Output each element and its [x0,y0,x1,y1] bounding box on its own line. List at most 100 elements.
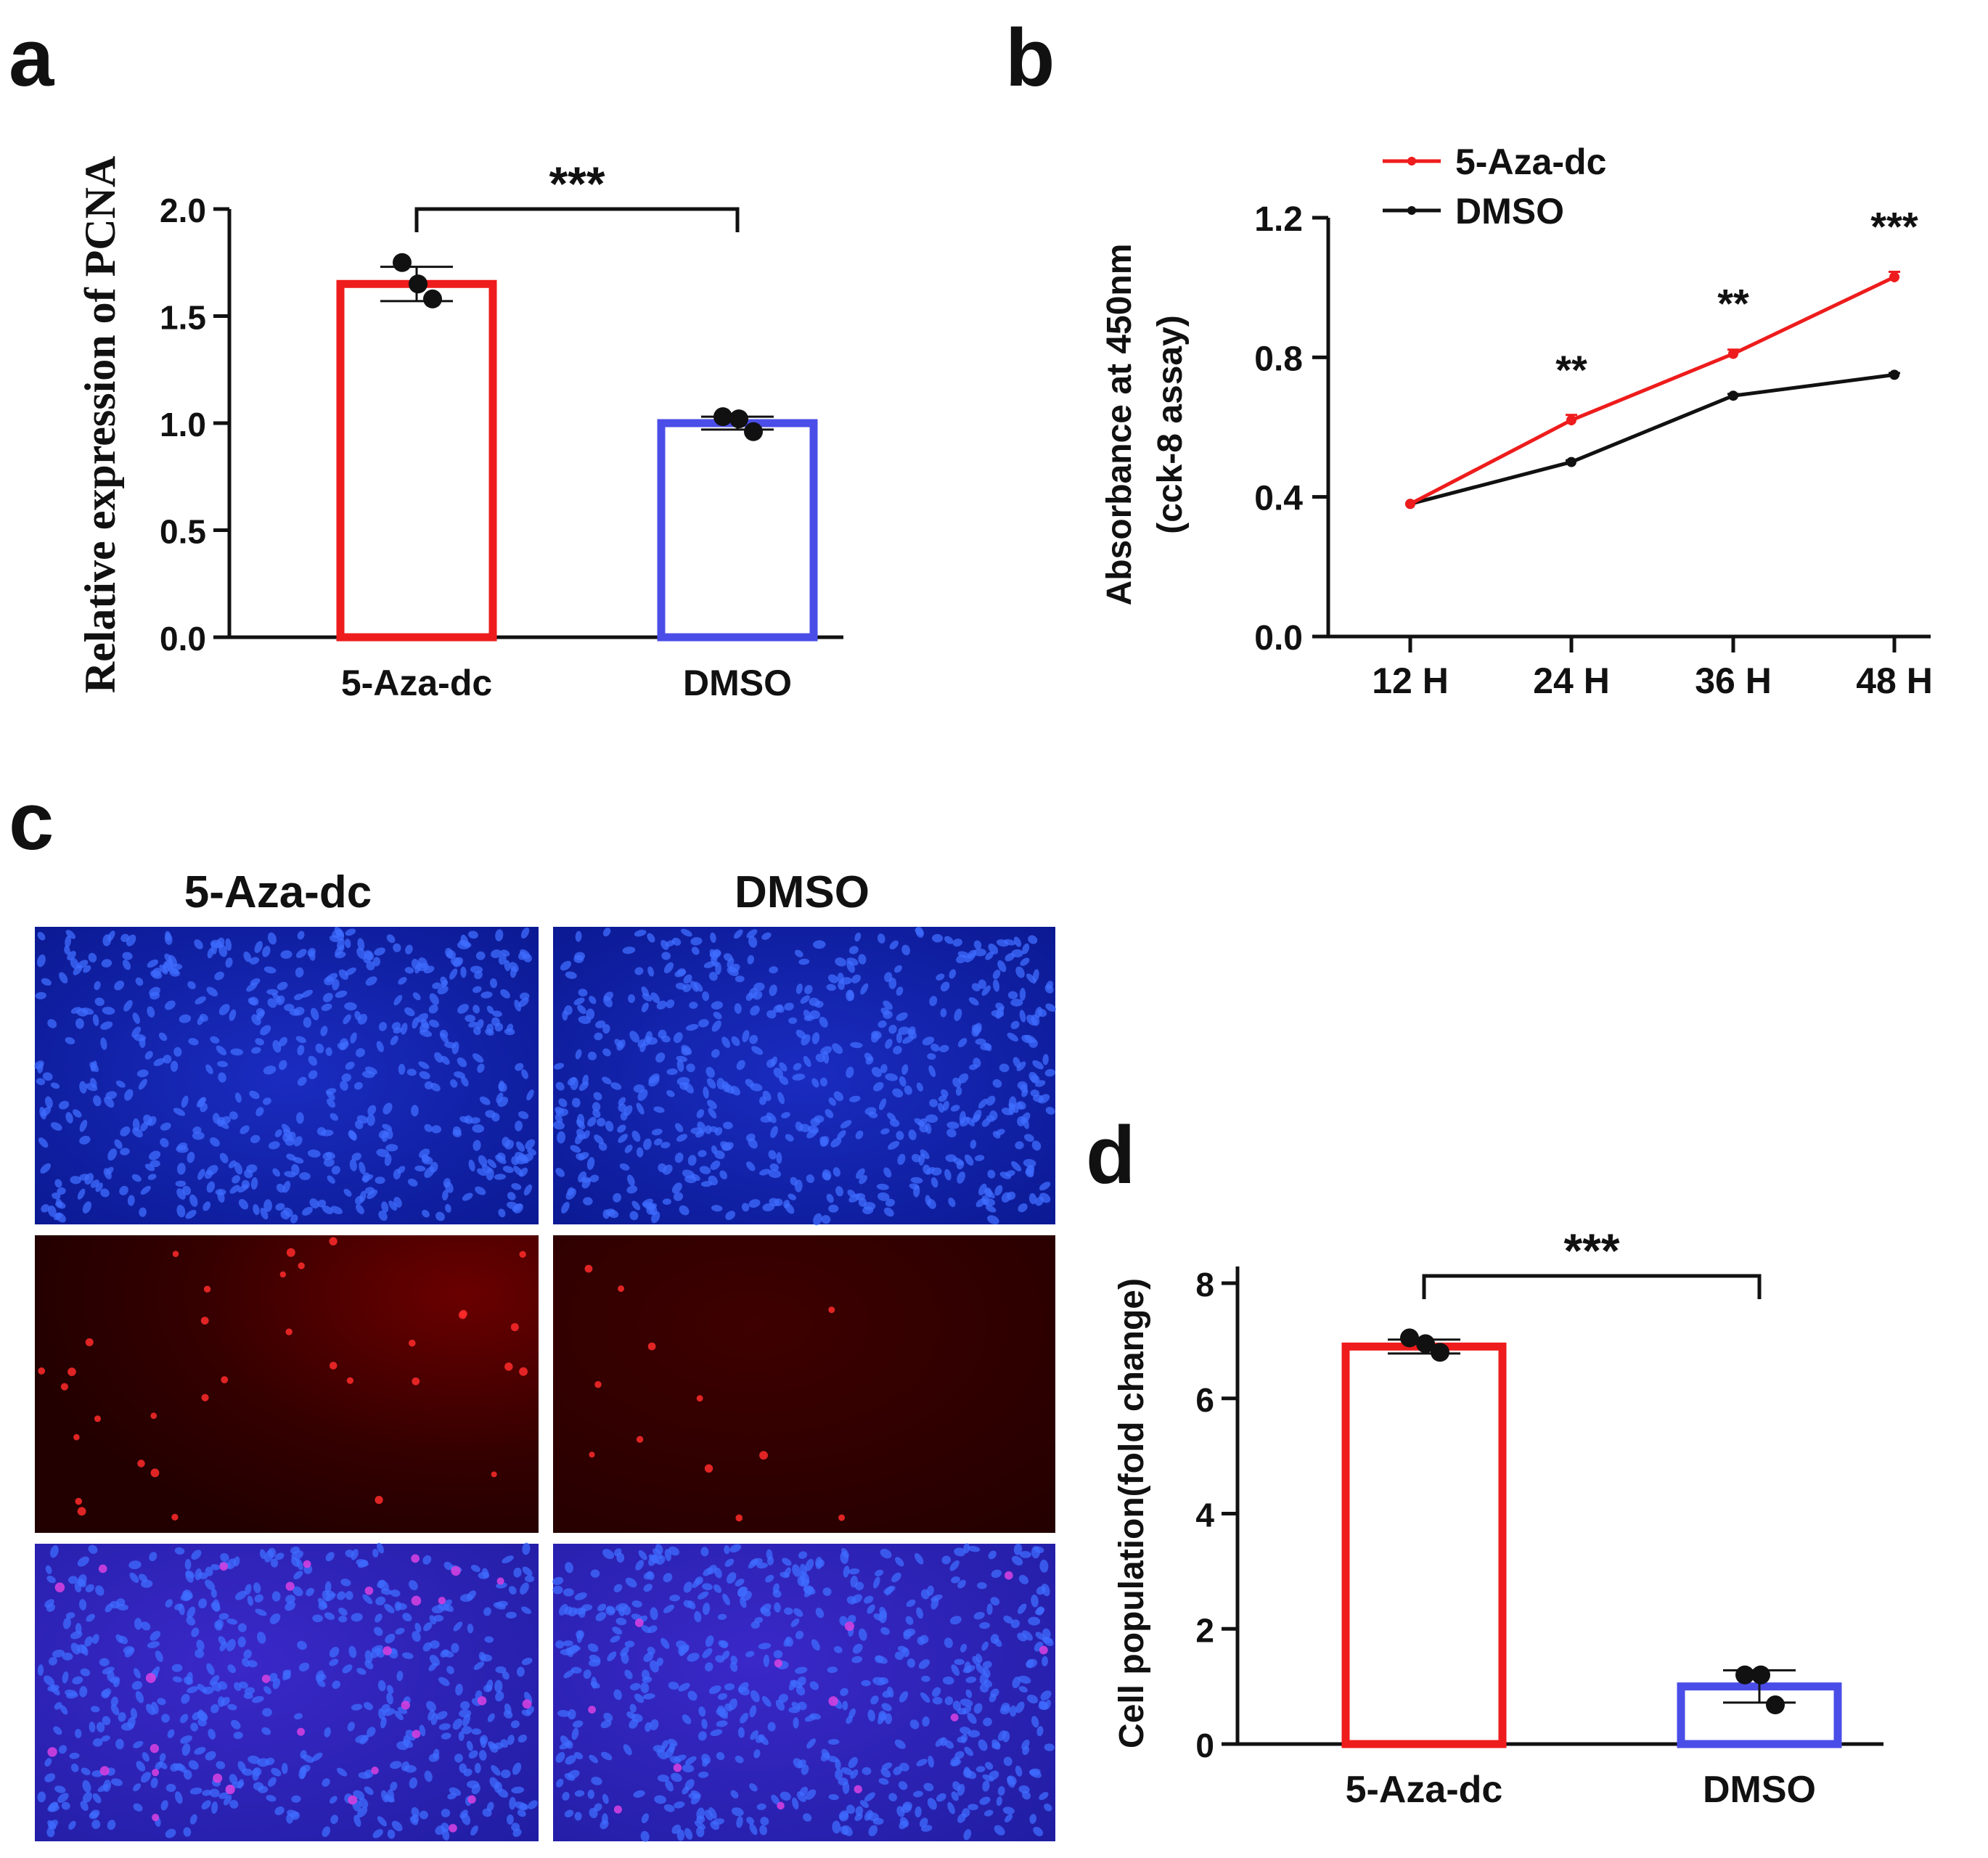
micrograph-nucleus [593,1092,602,1101]
micrograph-nucleus [181,1693,190,1704]
micrograph-nucleus [986,1115,995,1122]
micrograph-nucleus [511,1786,525,1794]
micrograph-nucleus [794,1179,803,1192]
micrograph-nucleus [1017,1081,1028,1090]
micrograph-nucleus [985,951,994,960]
micrograph-nucleus [169,969,181,977]
micrograph-nucleus [264,1757,275,1766]
micrograph-nucleus [128,1560,142,1570]
micrograph-nucleus [84,1173,94,1185]
micrograph-nucleus [880,1626,890,1635]
micrograph-nucleus [518,951,527,960]
micrograph-nucleus [594,1803,602,1812]
micrograph-merged-positive-cell [588,1706,596,1714]
micrograph-nucleus [877,1192,890,1201]
micrograph-nucleus [324,1727,331,1738]
micrograph-nucleus [268,1141,280,1150]
micrograph-nucleus [516,1666,525,1677]
micrograph-nucleus [1029,1814,1037,1824]
micrograph-nucleus [565,1740,573,1749]
panel-a-category-label-5-aza-dc: 5-Aza-dc [341,663,492,703]
micrograph-nucleus [343,1014,351,1025]
micrograph-nucleus [920,1634,929,1644]
micrograph-nucleus [897,1153,906,1166]
micrograph-nucleus [880,1549,892,1559]
micrograph-nucleus [171,1663,183,1672]
micrograph-nucleus [1010,999,1023,1007]
micrograph-nucleus [486,1005,494,1014]
micrograph-nucleus [908,1129,917,1140]
panel-d-y-axis-label: Cell population(fold change) [1113,1278,1151,1748]
micrograph-nucleus [643,1584,653,1592]
micrograph-nucleus [135,1690,144,1703]
micrograph-nucleus [795,983,803,994]
micrograph-nucleus [202,1789,212,1796]
micrograph-nucleus [99,1658,110,1666]
micrograph-nucleus [567,1187,574,1196]
micrograph-nucleus [226,1558,237,1570]
micrograph-nucleus [774,1602,781,1613]
micrograph-nucleus [756,1803,766,1811]
micrograph-nucleus [848,1568,860,1575]
micrograph-nucleus [885,1198,896,1207]
micrograph-nucleus [678,1682,690,1692]
micrograph-nucleus [131,1681,143,1690]
micrograph-nucleus [653,1548,663,1559]
legend-label-5-aza-dc: 5-Aza-dc [1455,142,1606,182]
micrograph-nucleus [214,1621,223,1631]
micrograph-nucleus [1028,935,1038,944]
micrograph-edu-positive-cell [171,1513,179,1521]
micrograph-nucleus [453,1126,462,1136]
micrograph-nucleus [68,1820,76,1830]
micrograph-nucleus [48,1205,57,1217]
micrograph-nucleus [85,1584,94,1593]
micrograph-nucleus [477,1063,485,1073]
micrograph-nucleus [682,1714,692,1724]
micrograph-nucleus [658,1163,667,1173]
micrograph-nucleus [65,1036,75,1044]
micrograph-nucleus [968,1730,981,1738]
micrograph-nucleus [495,929,504,942]
micrograph-nucleus [552,1585,563,1595]
micrograph-nucleus [960,1733,968,1743]
micrograph-merged-positive-cell [99,1766,110,1776]
micrograph-nucleus [562,1791,570,1801]
micrograph-nucleus [457,1057,467,1068]
micrograph-nucleus [801,1764,809,1775]
micrograph-nucleus [730,1656,738,1665]
micrograph-nucleus [243,951,252,962]
micrograph-nucleus [855,1130,864,1139]
micrograph-nucleus [331,1166,340,1175]
micrograph-nucleus [776,1152,782,1164]
micrograph-nucleus [1013,1543,1023,1555]
micrograph-nucleus [983,1717,992,1727]
micrograph-nucleus [188,1038,199,1046]
micrograph-nucleus [587,1051,597,1060]
micrograph-nucleus [72,1676,83,1685]
micrograph-nucleus [218,1004,230,1015]
micrograph-nucleus [1045,1107,1055,1115]
micrograph-nucleus [82,1780,91,1793]
micrograph-nucleus [856,1168,865,1179]
micrograph-nucleus [982,1774,994,1782]
micrograph-nucleus [882,1762,893,1770]
micrograph-nucleus [101,1690,110,1699]
micrograph-nucleus [176,1163,186,1175]
micrograph-nucleus [50,1082,60,1089]
micrograph-nucleus [1037,1009,1047,1018]
micrograph-nucleus [366,961,375,970]
micrograph-nucleus [840,1551,849,1564]
micrograph-nucleus [975,1198,986,1208]
micrograph-nucleus [229,1111,238,1120]
micrograph-nucleus [899,1762,909,1772]
micrograph-nucleus [364,1650,373,1663]
micrograph-nucleus [86,1083,98,1092]
micrograph-nucleus [356,1048,365,1057]
micrograph-nucleus [712,949,721,958]
micrograph-nucleus [995,1006,1004,1019]
legend-marker-5-aza-dc [1407,157,1416,165]
micrograph-nucleus [1022,1746,1030,1756]
micrograph-nucleus [828,1793,839,1801]
micrograph-nucleus [54,1179,62,1188]
micrograph-nucleus [821,1748,830,1759]
